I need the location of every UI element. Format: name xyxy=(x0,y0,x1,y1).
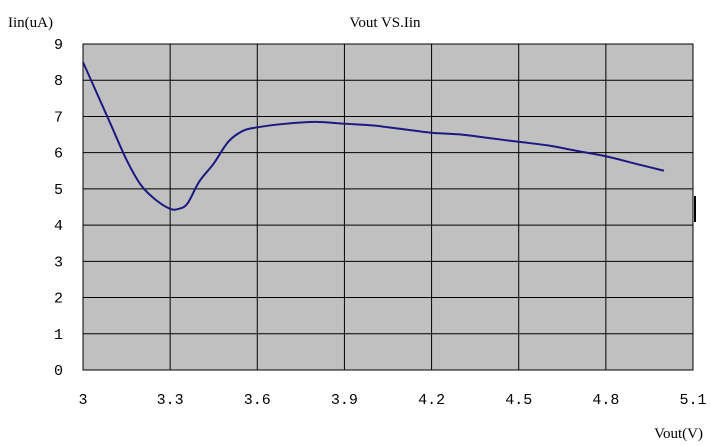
y-axis-label: Iin(uA) xyxy=(8,15,53,31)
y-tick-label: 8 xyxy=(54,73,63,90)
x-tick-label: 3.6 xyxy=(244,392,271,409)
y-tick-label: 2 xyxy=(54,291,63,308)
x-axis-label: Vout(V) xyxy=(654,426,703,442)
x-tick-label: 5.1 xyxy=(679,392,706,409)
series-layer xyxy=(82,61,665,211)
x-tick-label: 4.2 xyxy=(418,392,445,409)
x-tick-label: 4.5 xyxy=(505,392,532,409)
x-tick-label: 4.8 xyxy=(592,392,619,409)
y-tick-label: 7 xyxy=(54,109,63,126)
y-tick-label: 5 xyxy=(54,182,63,199)
y-tick-label: 3 xyxy=(54,254,63,271)
chart-title: Vout VS.Iin xyxy=(349,15,421,31)
x-tick-label: 3.9 xyxy=(331,392,358,409)
x-tick-labels: 3 3.3 3.6 3.9 4.2 4.5 4.8 5.1 xyxy=(78,392,706,409)
series-line xyxy=(82,61,665,211)
grid-lines xyxy=(83,44,693,370)
x-tick-label: 3.3 xyxy=(157,392,184,409)
x-tick-label: 3 xyxy=(78,392,87,409)
y-tick-label: 9 xyxy=(54,37,63,54)
y-tick-label: 4 xyxy=(54,218,63,235)
y-tick-label: 0 xyxy=(54,363,63,380)
y-tick-label: 6 xyxy=(54,146,63,163)
plot-area xyxy=(82,43,694,371)
y-tick-labels: 0 1 2 3 4 5 6 7 8 9 xyxy=(54,37,63,380)
y-tick-label: 1 xyxy=(54,327,63,344)
